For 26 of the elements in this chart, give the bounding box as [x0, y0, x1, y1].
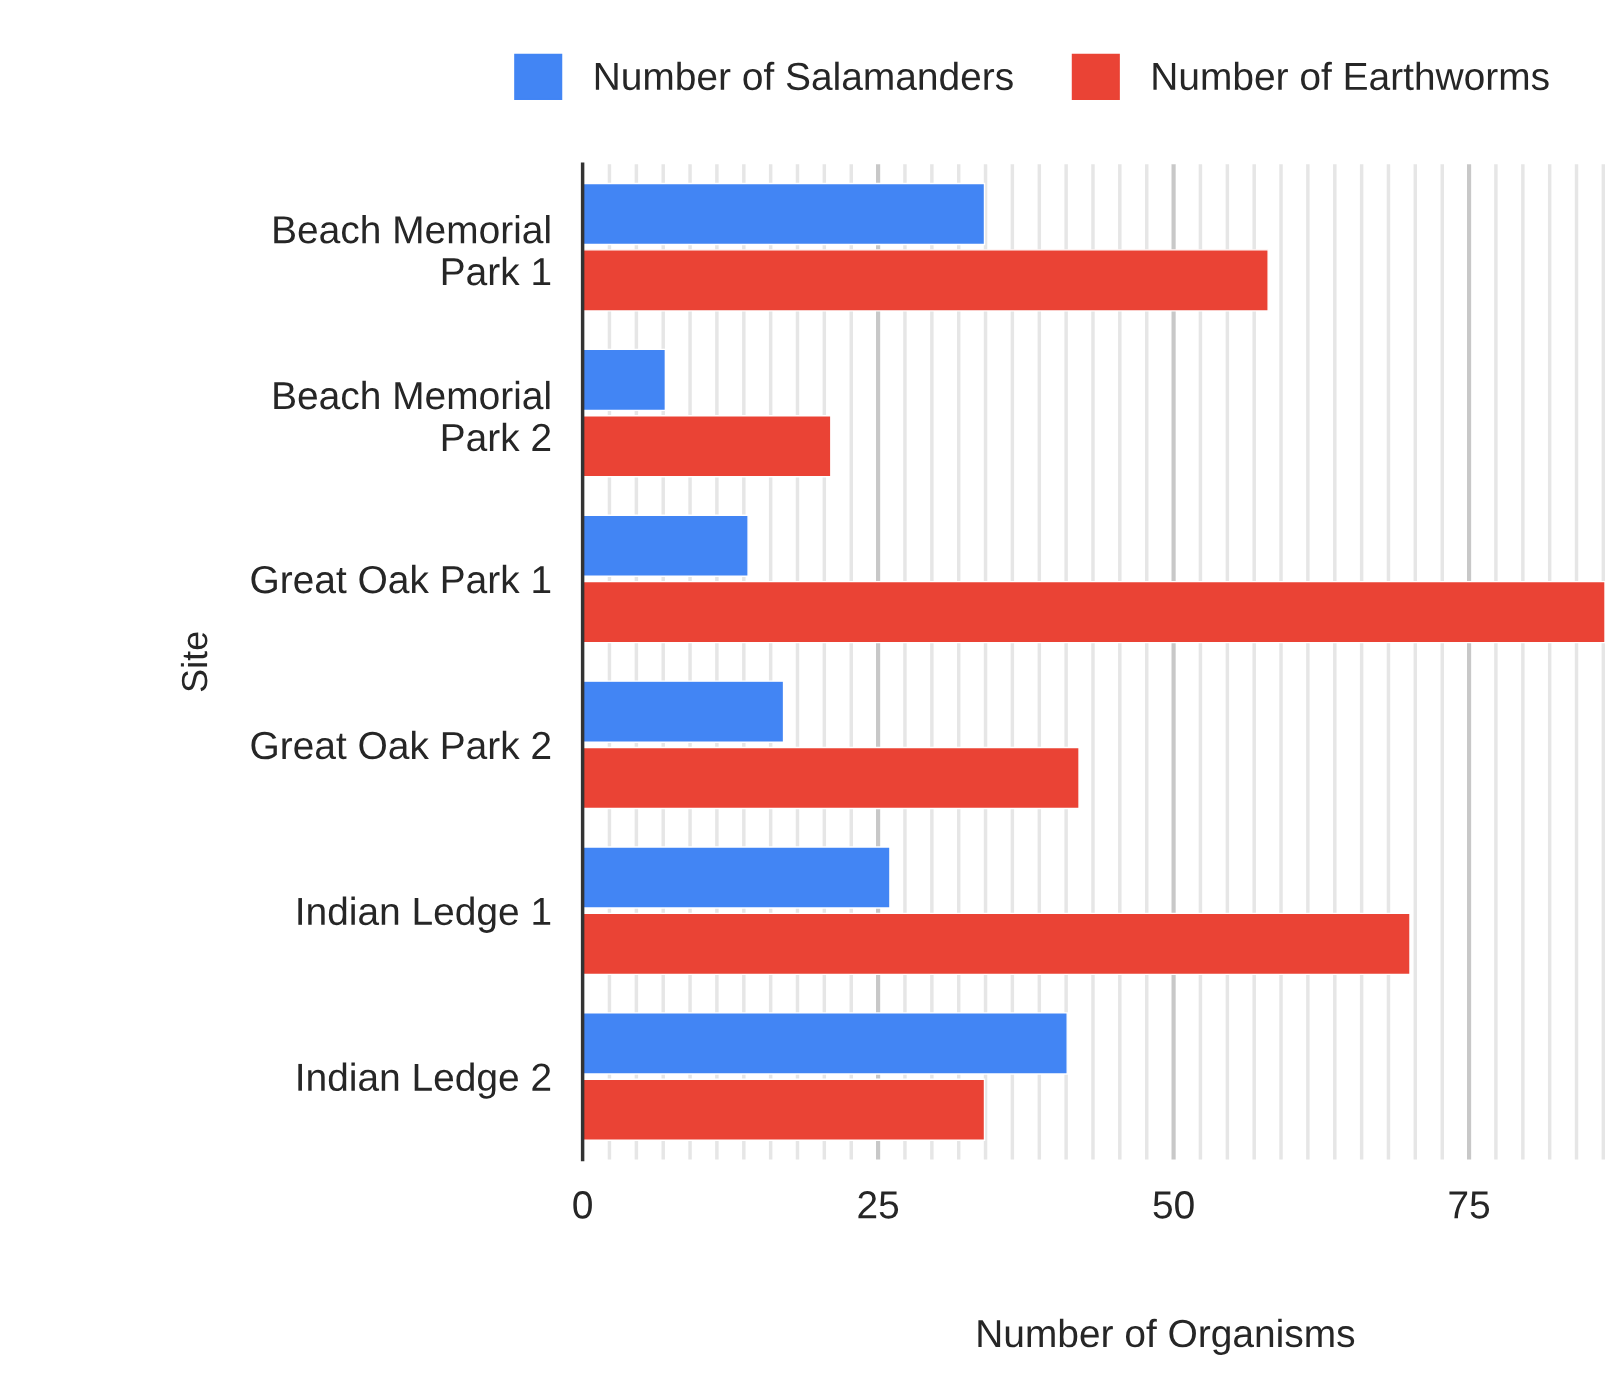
- y-tick-label: Indian Ledge 2: [298, 1062, 551, 1099]
- bar: [582, 680, 785, 743]
- y-axis-title: Site: [180, 632, 208, 692]
- legend-label: Number of Earthworms: [1153, 61, 1549, 91]
- bar: [582, 580, 1605, 644]
- y-tick-label: Indian Ledge 1: [298, 896, 551, 933]
- x-tick-label: 0: [573, 1191, 592, 1219]
- x-tick-label: 50: [1153, 1191, 1194, 1219]
- bar: [582, 912, 1411, 976]
- bar: [582, 182, 986, 246]
- y-tick-label: Beach Memorial Park 1: [274, 214, 551, 286]
- bar: [582, 746, 1080, 810]
- x-axis-title: Number of Organisms: [978, 1318, 1355, 1356]
- legend-label: Number of Salamanders: [595, 61, 1013, 91]
- y-tick-label: Great Oak Park 1: [251, 564, 551, 594]
- x-tick-label: 75: [1449, 1191, 1490, 1219]
- bar: [582, 249, 1269, 312]
- bar: [582, 514, 749, 577]
- bar: [582, 1012, 1068, 1075]
- y-tick-label: Beach Memorial Park 2: [274, 380, 551, 452]
- bar: [582, 846, 891, 909]
- bar: [582, 415, 832, 478]
- bar: [582, 1078, 986, 1141]
- bar: [582, 348, 667, 412]
- y-tick-label: Great Oak Park 2: [251, 730, 551, 760]
- x-tick-label: 25: [858, 1191, 899, 1219]
